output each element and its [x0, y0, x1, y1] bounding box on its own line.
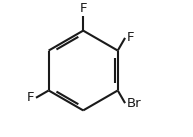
Text: F: F	[127, 31, 135, 44]
Text: F: F	[26, 91, 34, 104]
Text: F: F	[80, 2, 87, 15]
Text: Br: Br	[127, 97, 142, 110]
